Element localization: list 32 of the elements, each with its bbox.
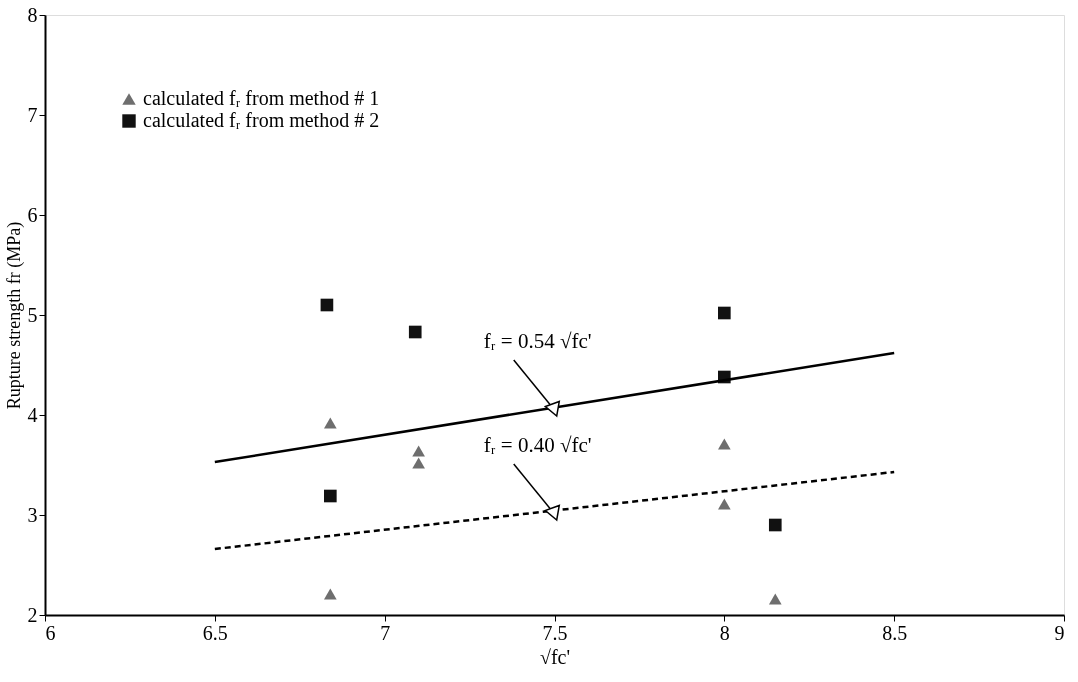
x-tick-label: 9 xyxy=(1054,621,1065,644)
point xyxy=(324,417,337,429)
legend-label: calculated fᵣ from method # 2 xyxy=(143,109,380,131)
y-tick-label: 7 xyxy=(27,103,38,126)
point xyxy=(320,298,334,312)
y-tick-label: 8 xyxy=(27,3,38,26)
y-tick-label: 2 xyxy=(27,603,38,626)
annotation: fᵣ = 0.40 √fc' xyxy=(483,433,592,457)
y-tick-label: 6 xyxy=(27,203,38,226)
point xyxy=(768,593,782,605)
point xyxy=(718,498,731,510)
y-tick-label: 3 xyxy=(27,503,38,526)
y-axis-title: Rupture strength fr (MPa) xyxy=(3,221,25,410)
y-tick-label: 5 xyxy=(27,303,38,326)
annotation: fᵣ = 0.54 √fc' xyxy=(483,329,592,353)
point xyxy=(718,438,731,450)
point xyxy=(324,588,337,600)
point xyxy=(324,489,337,503)
point xyxy=(768,518,782,532)
y-tick-label: 4 xyxy=(27,403,38,426)
point xyxy=(412,457,425,469)
x-tick-label: 7 xyxy=(380,621,391,644)
legend-label: calculated fᵣ from method # 1 xyxy=(143,87,380,109)
x-tick-label: 7.5 xyxy=(542,621,568,644)
x-axis-title: √fc' xyxy=(539,645,571,668)
point xyxy=(718,306,731,320)
point xyxy=(408,325,422,339)
x-tick-label: 6.5 xyxy=(202,621,228,644)
point xyxy=(412,445,425,457)
x-tick-label: 6 xyxy=(45,621,56,644)
x-tick-label: 8.5 xyxy=(882,621,908,644)
x-tick-label: 8 xyxy=(719,621,730,644)
